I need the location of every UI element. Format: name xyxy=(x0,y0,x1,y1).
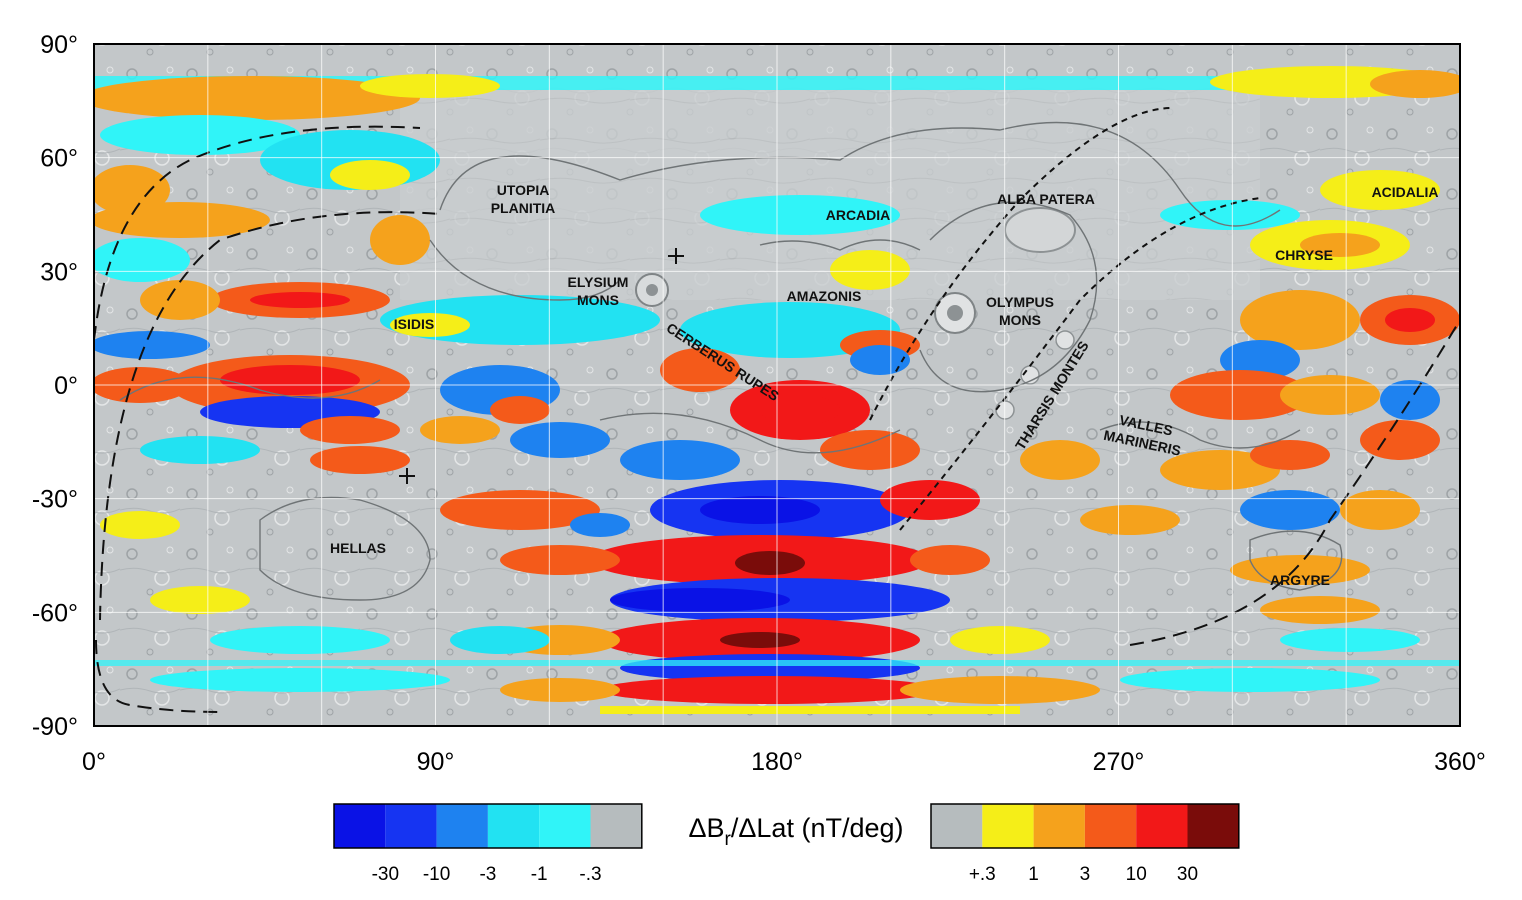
colorbar-swatch xyxy=(436,804,488,848)
cross-marker-hellas-rim xyxy=(399,468,415,484)
colorbar-swatch xyxy=(590,804,642,848)
x-tick-label: 270° xyxy=(1093,748,1145,776)
region-label-arcadia: ARCADIA xyxy=(826,207,891,223)
region-label-acidalia: ACIDALIA xyxy=(1372,184,1439,200)
region-label-line: CHRYSE xyxy=(1275,247,1333,263)
colorbar-tick-label: 1 xyxy=(1028,864,1039,885)
region-label-line: HELLAS xyxy=(330,540,386,556)
region-label-chryse: CHRYSE xyxy=(1275,247,1333,263)
colorbar-frame xyxy=(930,803,1240,849)
colorbar-tick-label: -3 xyxy=(479,864,496,885)
colorbar-swatch xyxy=(1084,804,1137,848)
volcano-features xyxy=(635,207,1076,420)
anomaly-field xyxy=(94,66,1460,714)
cross-marker-elysium xyxy=(668,248,684,264)
y-tick-label: 0° xyxy=(54,372,78,400)
region-label-line: ELYSIUM xyxy=(568,274,629,290)
colorbar-swatch xyxy=(1187,804,1239,848)
colorbar-swatch xyxy=(931,804,983,848)
map-area: UTOPIA PLANITIA ARCADIA ALBA PATERA ACIDALIA… xyxy=(94,44,1460,726)
region-label-line: UTOPIA xyxy=(497,182,550,198)
northern-plains-terrain xyxy=(400,80,1260,300)
region-label-isidis: ISIDIS xyxy=(394,316,434,332)
region-label-line: ARCADIA xyxy=(826,207,891,223)
dashed-boundaries xyxy=(94,107,1460,713)
colorbar-legend: -30 -10 -3 -1 -.3 +.3 1 3 10 30 ΔBr/ΔLat (nT/deg… xyxy=(333,803,1240,885)
region-label-amazonis: AMAZONIS xyxy=(787,288,862,304)
region-label-line: ACIDALIA xyxy=(1372,184,1439,200)
y-tick-label: -90° xyxy=(32,713,78,741)
cross-markers xyxy=(399,248,684,484)
region-label-elysium-mons: ELYSIUM MONS xyxy=(568,274,629,308)
map-frame xyxy=(93,43,1461,727)
contour-lines xyxy=(119,121,1343,601)
y-tick-label: -60° xyxy=(32,599,78,627)
colorbar-swatch xyxy=(539,804,591,848)
region-label-argyre: ARGYRE xyxy=(1270,572,1330,588)
colorbar-tick-label: -1 xyxy=(531,864,548,885)
region-label-olympus-mons: OLYMPUS MONS xyxy=(986,294,1054,328)
region-label-line: ARGYRE xyxy=(1270,572,1330,588)
region-label-line: ALBA PATERA xyxy=(997,191,1095,207)
colorbar-frame xyxy=(333,803,643,849)
colorbar-positive: +.3 1 3 10 30 xyxy=(930,803,1240,885)
colorbar-tick-label: 3 xyxy=(1080,864,1091,885)
region-label-utopia-planitia: UTOPIA PLANITIA xyxy=(491,182,556,216)
region-label-hellas: HELLAS xyxy=(330,540,386,556)
region-label-line: PLANITIA xyxy=(491,200,556,216)
colorbar-tick-label: 30 xyxy=(1177,864,1198,885)
colorbar-swatch xyxy=(487,804,540,848)
colorbar-swatch xyxy=(334,804,386,848)
colorbar-tick-label: -10 xyxy=(423,864,450,885)
colorbar-negative: -30 -10 -3 -1 -.3 xyxy=(333,803,643,885)
colorbar-tick-label: 10 xyxy=(1126,864,1147,885)
y-tick-label: 90° xyxy=(40,31,78,59)
region-label-line: AMAZONIS xyxy=(787,288,862,304)
y-tick-label: 60° xyxy=(40,145,78,173)
region-label-line: MONS xyxy=(999,312,1041,328)
region-label-line: OLYMPUS xyxy=(986,294,1054,310)
colorbar-tick-label: -.3 xyxy=(579,864,601,885)
y-tick-label: 30° xyxy=(40,258,78,286)
x-tick-label: 0° xyxy=(82,748,106,776)
x-tick-label: 90° xyxy=(417,748,455,776)
region-label-line: MONS xyxy=(577,292,619,308)
colorbar-title: ΔBr/ΔLat (nT/deg) xyxy=(689,813,904,850)
y-tick-label: -30° xyxy=(32,486,78,514)
colorbar-swatch xyxy=(385,804,437,848)
axis-labels: 0° 90° 180° 270° 360° 90° 60° 30° 0° -30° -60° -90° xyxy=(32,31,1486,776)
colorbar-tick-label: +.3 xyxy=(969,864,996,885)
colorbar-swatch xyxy=(982,804,1034,848)
colorbar-swatch xyxy=(1136,804,1188,848)
graticule xyxy=(94,44,1460,726)
colorbar-swatch xyxy=(1033,804,1085,848)
colorbar-tick-label: -30 xyxy=(372,864,399,885)
x-tick-label: 360° xyxy=(1434,748,1486,776)
region-label-alba-patera: ALBA PATERA xyxy=(997,191,1095,207)
x-tick-label: 180° xyxy=(751,748,803,776)
region-label-line: ISIDIS xyxy=(394,316,434,332)
